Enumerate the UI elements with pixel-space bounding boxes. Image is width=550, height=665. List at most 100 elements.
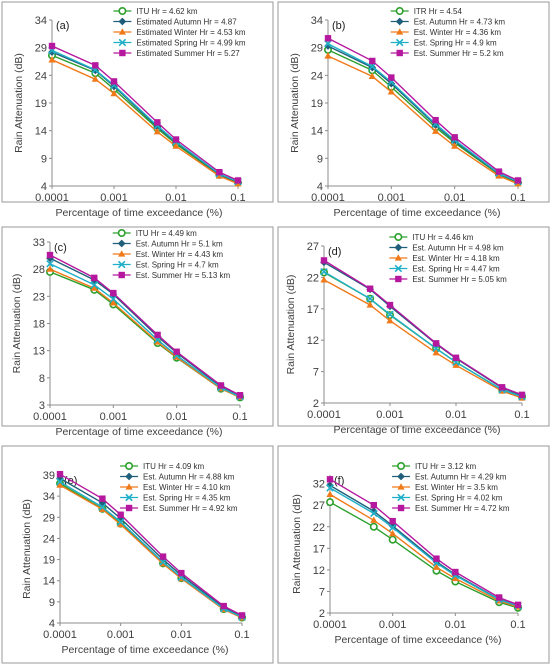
data-point: [320, 257, 328, 264]
data-point: [173, 348, 180, 355]
data-point: [451, 142, 459, 149]
x-tick-label: 0.001: [379, 619, 407, 631]
data-point: [92, 62, 99, 69]
data-point: [99, 495, 106, 502]
data-point: [370, 509, 378, 518]
panel-label: (d): [328, 246, 341, 258]
y-tick-label: 7: [313, 367, 319, 379]
x-tick-label: 0.1: [510, 192, 525, 204]
panel-label: (b): [332, 20, 345, 32]
data-point: [370, 501, 378, 509]
data-point: [46, 251, 54, 259]
data-point: [324, 35, 332, 42]
y-tick-label: 39: [43, 470, 55, 482]
legend-marker: [118, 38, 127, 47]
y-tick-label: 27: [307, 241, 319, 253]
panel-label: (a): [56, 20, 69, 32]
legend-entry: Est. Winter Hr = 4.43 km: [136, 250, 224, 259]
legend-marker: [397, 461, 406, 470]
y-tick-label: 29: [43, 512, 55, 524]
data-point: [369, 57, 376, 65]
x-axis-title: Percentage of time exceedance (%): [56, 207, 223, 219]
data-point: [518, 391, 526, 399]
chart-panel-3: 3 8 13 18 23 28 33 0.0001 0.001 0.01 0.1 Percentage…: [1, 226, 274, 438]
data-point: [234, 177, 242, 184]
legend-entry: Est. Summer Hr = 5.05 km: [412, 275, 507, 284]
data-point: [432, 116, 439, 124]
y-tick-label: 13: [33, 346, 45, 358]
y-tick-label: 2: [313, 398, 319, 410]
data-point: [216, 168, 223, 176]
legend-marker: [397, 483, 405, 490]
x-axis-title: Percentage of time exceedance (%): [335, 634, 502, 646]
x-tick-label: 0.001: [100, 192, 128, 204]
legend-marker: [395, 38, 404, 47]
x-tick-label: 0.01: [444, 192, 465, 204]
data-point: [320, 276, 328, 283]
y-tick-label: 14: [43, 576, 55, 588]
data-point: [154, 119, 161, 126]
x-tick-label: 0.1: [234, 629, 249, 641]
data-point: [46, 265, 54, 272]
x-tick-label: 0.01: [166, 411, 187, 423]
legend-entry: Est. Spring Hr = 4.35 km: [143, 494, 231, 503]
data-point: [386, 310, 394, 319]
y-tick-label: 34: [311, 15, 323, 27]
legend-entry: Est. Summer Hr = 4.92 km: [143, 504, 238, 513]
panel-frame: [1, 445, 274, 664]
legend-marker: [395, 275, 402, 283]
x-tick-label: 0.0001: [33, 411, 67, 423]
y-tick-label: 4: [317, 181, 323, 193]
x-tick-label: 0.01: [171, 629, 192, 641]
data-point: [110, 289, 117, 297]
x-tick-label: 0.0001: [35, 192, 69, 204]
data-point: [451, 134, 458, 141]
y-axis-title: Rain Attenuation (dB): [11, 274, 23, 374]
data-point: [369, 522, 378, 531]
data-point: [172, 142, 180, 149]
y-tick-label: 32: [313, 479, 325, 491]
data-point: [452, 361, 460, 368]
data-point: [117, 520, 125, 528]
data-point: [91, 274, 98, 282]
data-point: [389, 529, 397, 537]
y-tick-label: 33: [33, 237, 45, 249]
legend-marker: [119, 49, 126, 57]
data-point: [46, 259, 54, 268]
y-axis-title: Rain Attenuation (dB): [13, 53, 25, 153]
data-point: [452, 354, 460, 361]
data-point: [98, 503, 107, 511]
legend-entry: ITU Hr = 3.12 km: [415, 462, 476, 471]
legend-entry: ITU Hr = 4.62 km: [136, 7, 197, 16]
data-point: [366, 301, 374, 308]
x-axis-title: Percentage of time exceedance (%): [62, 644, 229, 656]
data-point: [495, 168, 503, 175]
data-point: [432, 563, 441, 570]
data-point: [159, 558, 167, 566]
legend-marker: [118, 7, 127, 16]
y-tick-label: 14: [311, 126, 323, 138]
legend-entry: Est. Autumn Hr = 4.88 km: [143, 473, 235, 482]
chart-panel-2: 4 9 14 19 24 29 34 0.0001 0.001 0.01 0.1 Percentage…: [277, 1, 550, 219]
legend-entry: Est. Spring Hr = 4.02 km: [415, 494, 503, 503]
x-axis-title: Percentage of time exceedance (%): [334, 207, 501, 219]
data-point: [90, 284, 98, 291]
legend-marker: [394, 243, 403, 252]
y-tick-label: 4: [41, 181, 47, 193]
legend-entry: Est. Summer Hr = 4.72 km: [415, 504, 510, 513]
legend-entry: ITU Hr = 4.49 km: [136, 229, 197, 238]
legend-marker: [394, 233, 403, 242]
x-tick-label: 0.01: [165, 192, 186, 204]
y-tick-label: 4: [49, 618, 55, 630]
data-point: [495, 594, 503, 601]
y-tick-label: 29: [311, 43, 323, 55]
y-tick-label: 2: [319, 608, 325, 620]
legend-marker: [118, 28, 126, 35]
data-point: [388, 523, 397, 532]
legend-marker: [396, 28, 404, 35]
data-point: [368, 72, 376, 80]
data-point: [386, 316, 394, 324]
data-point: [153, 127, 161, 135]
legend-entry: ITU Hr = 4.09 km: [143, 462, 204, 471]
legend-marker: [125, 493, 133, 502]
